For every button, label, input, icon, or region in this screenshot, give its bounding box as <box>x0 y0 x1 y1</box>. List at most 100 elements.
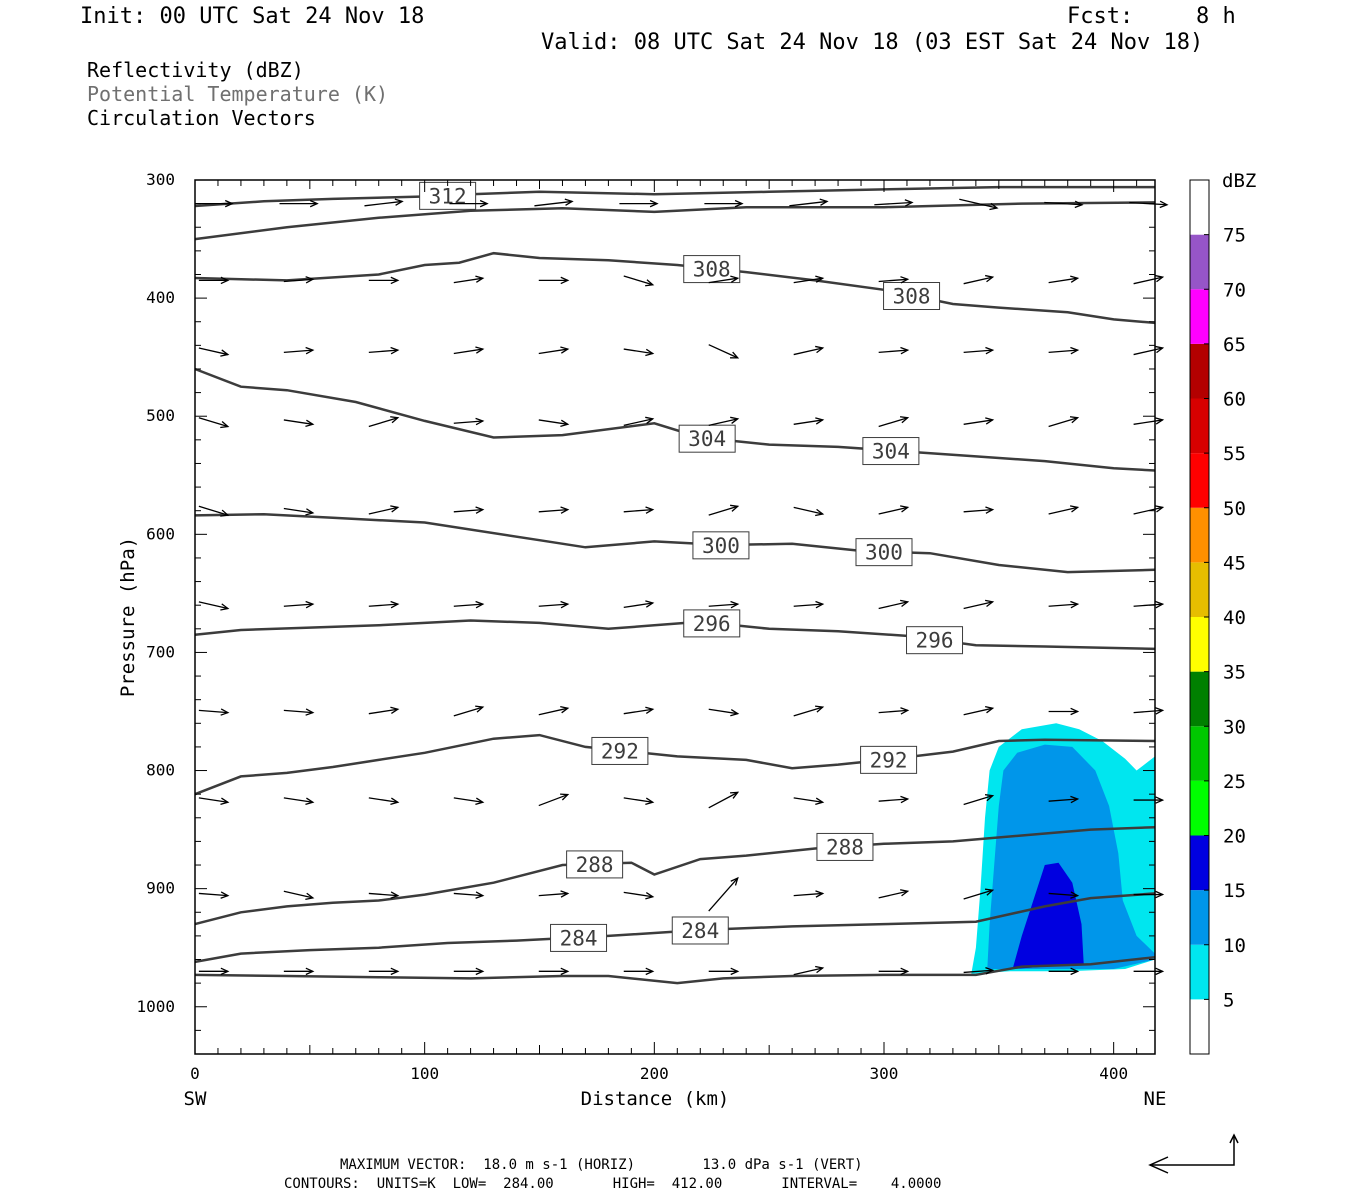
contour-label-box <box>816 832 874 861</box>
contour-label-box <box>906 626 964 655</box>
colorbar-segment <box>1190 234 1209 290</box>
circulation-vector <box>963 888 995 900</box>
contour-label: 304 <box>688 427 726 451</box>
circulation-vector <box>1048 707 1080 716</box>
circulation-vector <box>1048 275 1080 284</box>
circulation-vector <box>963 967 995 975</box>
circulation-vector <box>878 346 910 355</box>
circulation-vector <box>283 600 315 609</box>
circulation-vector <box>793 890 825 898</box>
circulation-vector <box>878 599 910 610</box>
circulation-vector <box>878 795 910 804</box>
colorbar-tick-label: 45 <box>1223 552 1246 574</box>
circulation-vector <box>1133 600 1165 609</box>
circulation-vector <box>453 891 485 899</box>
contour-label-box <box>591 736 649 765</box>
circulation-vector <box>364 198 404 207</box>
circulation-vector <box>708 344 740 359</box>
colorbar-segment <box>1190 780 1209 836</box>
circulation-vector <box>538 506 570 514</box>
circulation-vector <box>538 706 570 716</box>
colorbar-segment <box>1190 726 1209 781</box>
colorbar-segment <box>1190 398 1209 454</box>
contour-label-box <box>683 609 741 638</box>
circulation-vector <box>1048 416 1080 428</box>
x-axis-label: Distance (km) <box>581 1088 730 1110</box>
circulation-vector <box>623 348 655 357</box>
legend-reflectivity: Reflectivity (dBZ) <box>87 58 304 82</box>
theta-contour-line <box>194 825 1156 926</box>
theta-contour-line <box>194 955 1156 985</box>
theta-contour-line <box>194 892 1156 964</box>
circulation-vector <box>1133 890 1165 899</box>
circulation-vector <box>708 791 740 809</box>
circulation-vector <box>283 507 315 516</box>
circulation-vector <box>708 600 740 609</box>
contour-label-box <box>683 255 741 284</box>
colorbar: 5 10 15 20 25 30 35 40 45 50 55 60 65 70 75 dBZ <box>1189 170 1256 1055</box>
colorbar-tick-label: 20 <box>1223 826 1246 848</box>
circulation-vector <box>623 600 655 609</box>
plot-area: 312 308 308 304 304 300 300 296 296 292 292 288 288 2… <box>194 181 1156 985</box>
contour-label: 312 <box>429 184 467 208</box>
contour-label: 284 <box>560 926 598 950</box>
circulation-vector <box>283 967 315 976</box>
circulation-vector <box>534 198 574 207</box>
colorbar-tick-label: 75 <box>1223 225 1246 247</box>
contour-label-box <box>550 923 608 952</box>
contour-label: 288 <box>576 853 614 877</box>
circulation-vector <box>453 417 485 426</box>
circulation-vector <box>623 506 655 514</box>
theta-contour-line <box>194 251 1156 325</box>
colorbar-tick-label: 25 <box>1223 771 1246 793</box>
circulation-vector <box>878 416 910 428</box>
forecast-hour: 8 h <box>1196 4 1236 29</box>
circulation-vector <box>1048 346 1080 355</box>
circulation-vector <box>1048 600 1080 609</box>
contour-label: 292 <box>601 739 639 763</box>
colorbar-tick-label: 55 <box>1223 443 1246 465</box>
circulation-vector <box>368 706 400 715</box>
circulation-vector <box>1133 345 1165 356</box>
circulation-vector <box>708 876 739 912</box>
circulation-vector <box>538 967 570 976</box>
circulation-vector <box>878 889 910 899</box>
y-axis-label: Pressure (hPa) <box>117 537 139 697</box>
footer-contours: CONTOURS: UNITS=K LOW= 284.00 HIGH= 412.… <box>284 1176 942 1192</box>
circulation-vector <box>1044 200 1084 209</box>
colorbar-segment <box>1190 289 1209 344</box>
circulation-vector <box>198 797 230 805</box>
contour-label-box <box>855 538 913 567</box>
circulation-vector <box>1133 417 1165 425</box>
contour-label-box <box>862 437 920 466</box>
colorbar-segment <box>1190 562 1209 617</box>
colorbar-tick-label: 5 <box>1223 989 1234 1011</box>
colorbar-segment <box>1190 944 1209 1000</box>
circulation-vector <box>878 967 910 976</box>
circulation-vector <box>198 347 230 357</box>
circulation-vector <box>453 506 485 514</box>
reference-vector <box>1148 1133 1239 1174</box>
circulation-vector <box>704 199 744 208</box>
circulation-vector <box>538 276 570 285</box>
y-tick-label: 800 <box>146 761 175 780</box>
contour-label: 284 <box>681 919 719 943</box>
circulation-vector <box>623 706 655 715</box>
circulation-vector <box>874 199 914 207</box>
circulation-vector <box>198 967 230 976</box>
circulation-vector <box>368 891 400 899</box>
circulation-vector <box>538 890 570 898</box>
circulation-vector <box>623 891 655 900</box>
circulation-vector <box>1048 505 1080 515</box>
circulation-vector <box>793 797 825 805</box>
y-tick-label: 500 <box>146 406 175 425</box>
x-tick-label: 400 <box>1099 1064 1128 1083</box>
x-tick-label: 300 <box>870 1064 899 1083</box>
circulation-vector <box>453 275 485 284</box>
circulation-vector <box>963 794 995 806</box>
circulation-vector <box>1129 200 1169 209</box>
circulation-vector <box>963 506 995 514</box>
circulation-vector <box>198 891 230 899</box>
circulation-vector <box>368 346 400 355</box>
colorbar-segment <box>1190 343 1209 399</box>
